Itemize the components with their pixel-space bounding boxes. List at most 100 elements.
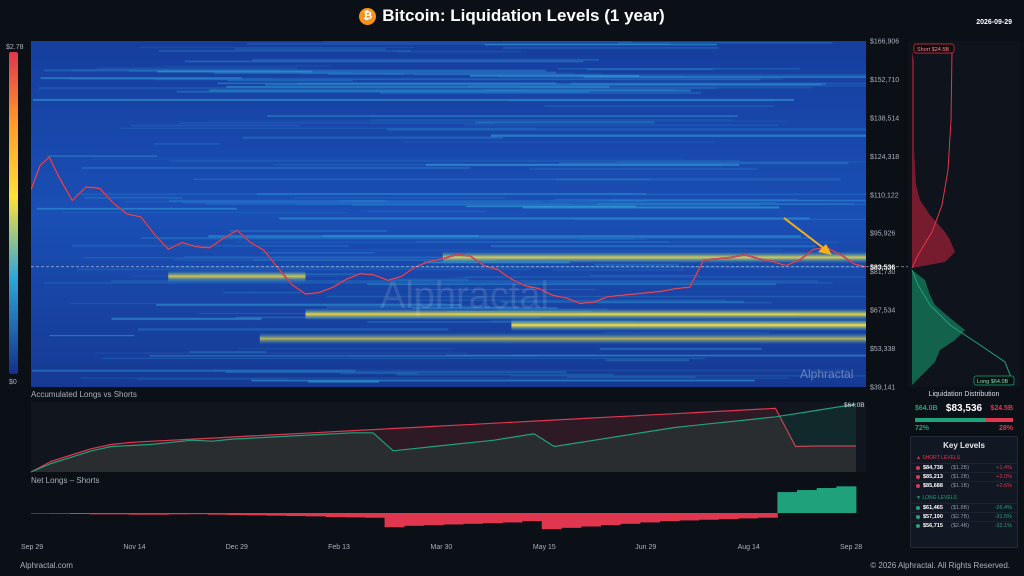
net-bar	[423, 513, 444, 526]
liquidation-band	[442, 251, 866, 264]
x-tick-label: May 15	[533, 544, 556, 551]
heatmap-streak	[267, 115, 738, 117]
heatmap-streak	[229, 230, 388, 232]
heatmap-streak	[366, 283, 777, 286]
heatmap-streak	[585, 301, 772, 304]
short-total: $24.5B	[990, 405, 1013, 412]
net-bar	[247, 513, 268, 516]
short-levels-header: ▲ SHORT LEVELS	[916, 455, 960, 461]
heatmap-streak	[93, 158, 685, 160]
heatmap-streak	[508, 99, 774, 102]
price-line	[31, 155, 866, 305]
distribution-bar	[915, 418, 1013, 422]
heatmap-streak	[32, 369, 356, 372]
heatmap-streak	[416, 241, 670, 243]
bitcoin-icon: ₿	[359, 8, 377, 25]
liquidation-band	[259, 332, 866, 345]
heatmap-streak	[570, 82, 827, 85]
heatmap-streak	[43, 281, 833, 284]
key-levels-panel: Key Levels ▲ SHORT LEVELS $84,738 ($1.2B)…	[910, 436, 1018, 548]
key-level-price: $61,465	[923, 505, 943, 511]
key-level-amount: ($1.2B)	[951, 465, 970, 471]
heatmap-streak	[261, 252, 375, 254]
heatmap-streak	[387, 278, 469, 281]
heatmap-streak	[265, 83, 822, 86]
heatmap-streak	[567, 375, 696, 378]
colorbar-max-label: $2.78	[6, 44, 24, 51]
y-tick-label: $81,730	[870, 269, 895, 276]
heatmap-streak	[72, 69, 280, 71]
heatmap-streak	[138, 328, 449, 331]
heatmap-streak	[396, 373, 614, 376]
heatmap-streak	[209, 89, 691, 92]
net-bar	[109, 513, 130, 515]
heatmap-streak	[384, 73, 603, 75]
heatmap-streak	[367, 210, 486, 213]
heatmap-streak	[93, 352, 467, 354]
heatmap-streak	[326, 306, 517, 309]
heatmap-streak	[235, 241, 840, 243]
net-bar	[266, 513, 287, 516]
key-level-row: $84,738 ($1.2B) +1.4%	[911, 463, 1017, 472]
key-level-dot	[916, 524, 920, 528]
heatmap-streak	[299, 72, 575, 75]
key-level-dot	[916, 466, 920, 470]
heatmap-streak	[164, 65, 332, 67]
heatmap-streak	[425, 163, 740, 166]
net-bar	[679, 513, 700, 521]
key-level-amount: ($2.7B)	[951, 514, 970, 520]
net-bar	[757, 513, 778, 518]
long-levels-header: ▼ LONG LEVELS	[916, 495, 957, 501]
heatmap-streak	[183, 256, 548, 258]
key-level-amount: ($1.2B)	[951, 474, 970, 480]
key-level-pct: -26.4%	[994, 505, 1012, 511]
x-tick-label: Sep 28	[840, 544, 862, 551]
heatmap-streak	[85, 196, 183, 199]
liquidation-band	[168, 270, 306, 283]
heatmap-streak	[137, 378, 289, 381]
net-bar	[541, 513, 562, 530]
heatmap-streak	[327, 73, 404, 75]
heatmap-streak	[71, 302, 448, 304]
heatmap-streak	[140, 47, 415, 49]
net-bar	[816, 488, 837, 513]
long-profile	[912, 270, 965, 385]
x-tick-label: Sep 29	[21, 544, 43, 551]
heatmap-streak	[156, 304, 462, 306]
key-level-pct: +2.0%	[996, 474, 1012, 480]
accumulated-area-longs	[31, 404, 856, 472]
key-level-pct: +2.6%	[996, 483, 1012, 489]
y-tick-label: $95,926	[870, 231, 895, 238]
y-tick-label: $110,122	[870, 192, 899, 199]
net-bar	[836, 486, 857, 513]
heatmap-streak	[474, 121, 655, 124]
heatmap-streak	[222, 291, 302, 294]
heatmap-streak	[445, 354, 866, 356]
accumulated-line-longs	[30, 403, 857, 473]
heatmap-streak	[294, 196, 506, 199]
heatmap-streak	[81, 167, 470, 169]
heatmap-streak	[273, 164, 724, 166]
net-bar	[31, 513, 52, 514]
heatmap-streak	[308, 380, 380, 383]
heatmap-streak	[154, 78, 761, 81]
heatmap-streak	[36, 207, 237, 210]
watermark-corner: Alphractal	[800, 367, 853, 381]
key-level-row: $85,213 ($1.2B) +2.0%	[911, 472, 1017, 481]
heatmap-streak	[583, 76, 866, 78]
net-bar	[70, 513, 91, 515]
net-bar	[482, 513, 503, 524]
watermark-center: Alphractal	[380, 275, 549, 317]
liquidation-band	[305, 308, 866, 321]
net-bar	[561, 513, 582, 528]
heatmap-streak	[482, 89, 676, 91]
heatmap-streak	[297, 82, 866, 85]
heatmap-streak	[605, 359, 690, 362]
heatmap-streak	[596, 203, 855, 205]
heatmap-streak	[611, 199, 866, 202]
heatmap-streak	[251, 379, 755, 382]
heatmap-streak	[158, 50, 411, 52]
heatmap-streak	[586, 68, 714, 71]
net-bar	[620, 513, 641, 524]
heatmap-streak	[466, 205, 636, 208]
